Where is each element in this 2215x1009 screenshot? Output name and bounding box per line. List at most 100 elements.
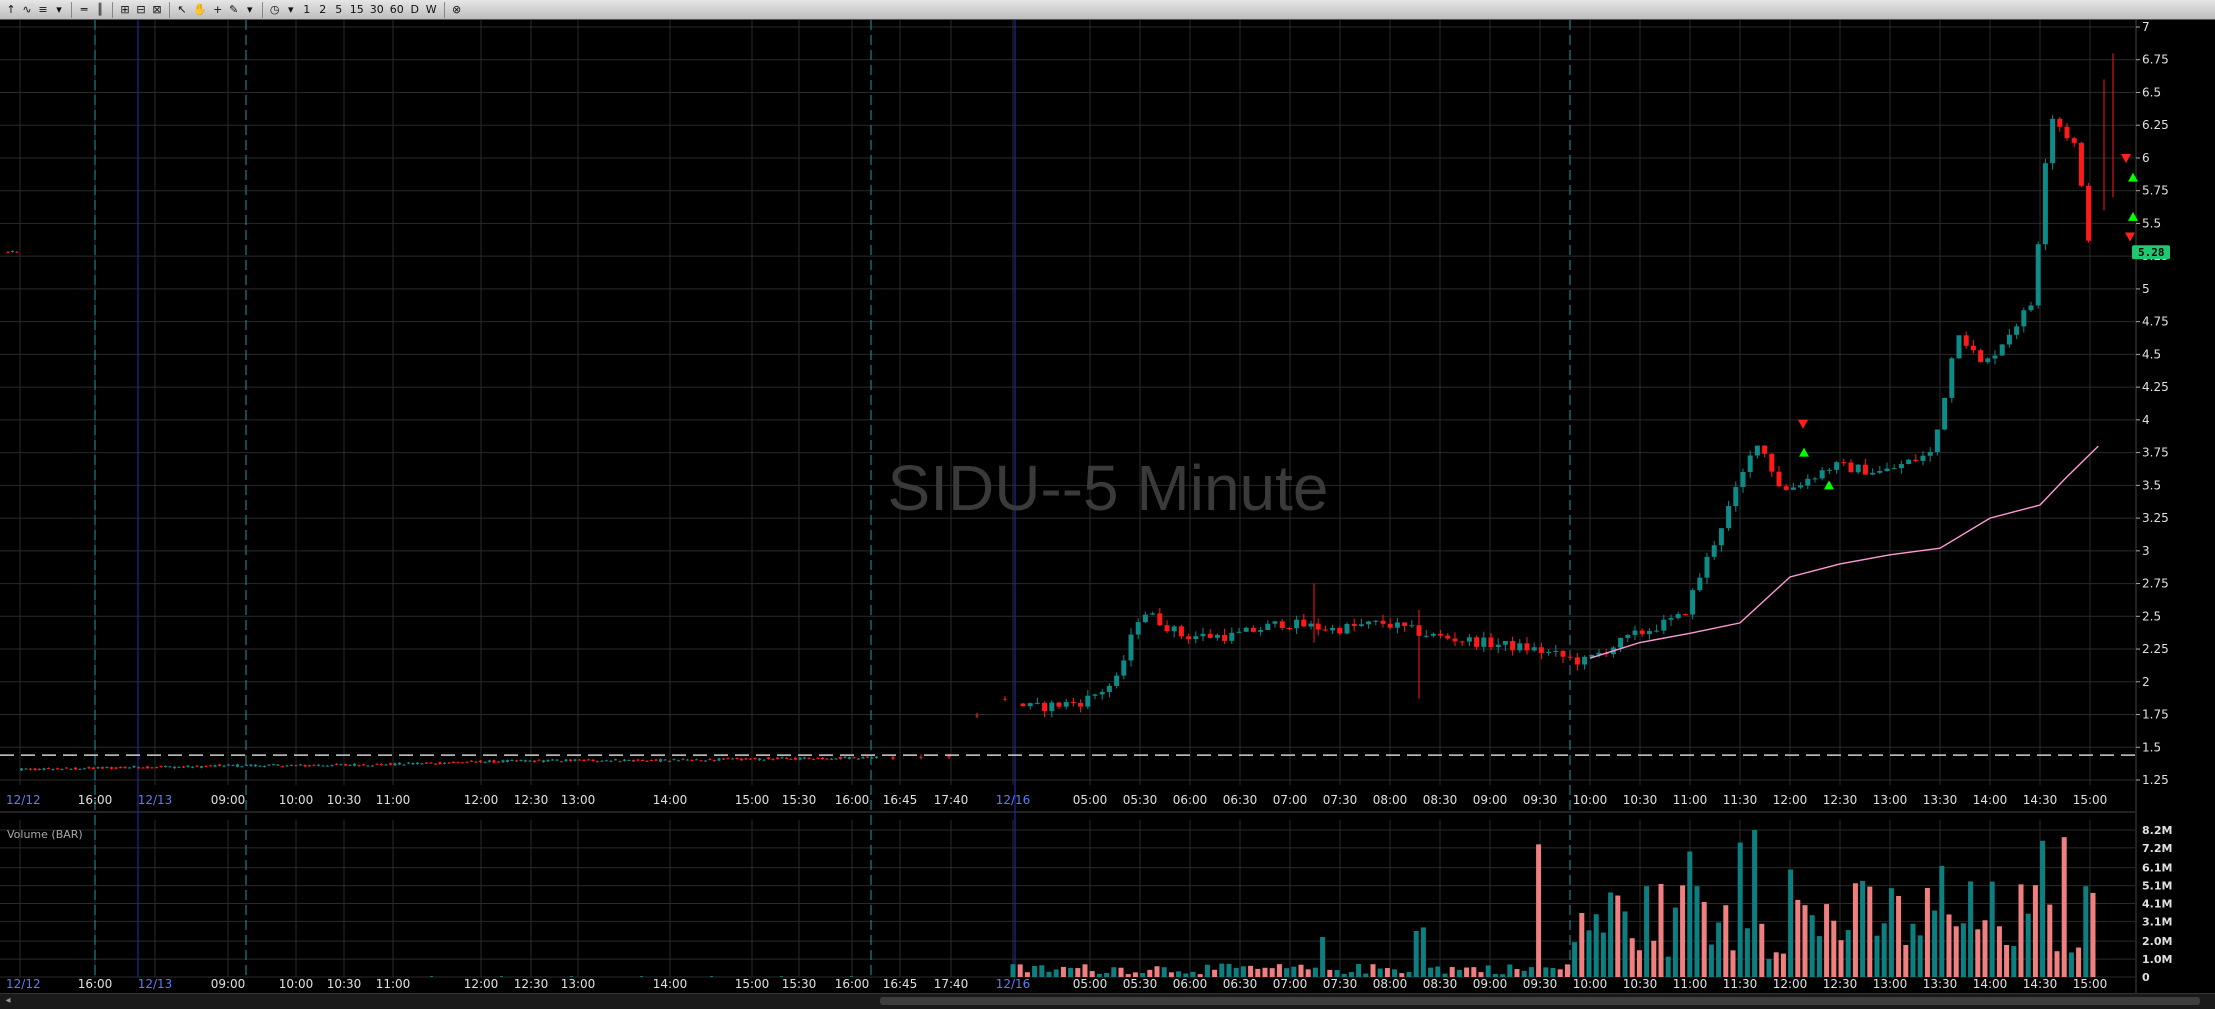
interval-week-button[interactable]: W	[425, 3, 437, 16]
volume-bar	[1118, 967, 1124, 977]
scroll-left-arrow-icon[interactable]: ◂	[5, 995, 11, 1006]
candle-body	[668, 761, 671, 763]
candle-body	[465, 761, 469, 763]
volume-bar	[1852, 883, 1858, 977]
volume-bar	[1730, 950, 1736, 977]
price-tick-label: 4	[2142, 413, 2150, 427]
candle-body	[875, 756, 878, 759]
candle-body	[110, 767, 113, 769]
volume-bar	[1334, 970, 1340, 977]
interval-30-button[interactable]: 30	[369, 3, 384, 16]
volume-bar	[1701, 902, 1707, 977]
volume-time-axis[interactable]: 12/12 16:00 12/13 09:00 10:00 10:30 11:00 12:00…	[6, 977, 2107, 991]
candle-body	[1193, 636, 1199, 640]
candle-style-icon[interactable]: ≡	[38, 3, 48, 16]
interval-15-button[interactable]: 15	[349, 3, 364, 16]
candle-body	[506, 760, 509, 762]
volume-bar	[1622, 911, 1628, 977]
candle-body	[1855, 464, 1861, 473]
chart-scrollbar[interactable]: ◂	[0, 993, 2215, 1009]
draw-tool-icon[interactable]: ✎	[229, 3, 239, 16]
split-layout-icon[interactable]: ⊟	[136, 3, 146, 16]
candle-body	[762, 759, 766, 761]
volume-tick-label: 2.0M	[2142, 935, 2172, 948]
volume-bar	[1694, 886, 1700, 977]
candle-body	[1654, 630, 1660, 632]
candle-body	[411, 763, 415, 765]
candle-body	[1157, 613, 1163, 626]
candle-body	[947, 756, 951, 758]
pointer-tool-icon[interactable]: ↖	[177, 3, 187, 16]
candle-body	[1668, 618, 1674, 620]
interval-dropdown-icon[interactable]: ▾	[287, 3, 294, 16]
grid-layout-icon[interactable]: ⊞	[120, 3, 130, 16]
candle-body	[1430, 633, 1436, 636]
time-tick-label: 10:00	[1573, 793, 1608, 807]
candle-body	[2028, 305, 2034, 311]
time-axis[interactable]: 12/12 16:00 12/13 09:00 10:00 10:30 11:00 12:00…	[6, 793, 2107, 807]
crosshair-tool-icon[interactable]: +	[213, 3, 223, 16]
candle-body	[69, 768, 73, 770]
candle-body	[1063, 702, 1069, 707]
window-layout-icon[interactable]: ⊠	[152, 3, 162, 16]
volume-bar	[1579, 912, 1585, 977]
candle-body	[321, 765, 325, 767]
volume-bar	[1341, 973, 1347, 977]
candle-body	[1805, 478, 1811, 486]
volume-bar	[1507, 964, 1513, 977]
scrollbar-thumb[interactable]	[880, 997, 2200, 1005]
candle-body	[1546, 651, 1552, 653]
volume-bar	[1680, 885, 1686, 977]
candle-body	[519, 760, 523, 762]
volume-bar	[1082, 964, 1088, 977]
candle-body	[245, 764, 248, 766]
price-axis[interactable]: 76.756.56.2565.755.55.2554.754.54.2543.7…	[2136, 20, 2169, 787]
candle-body	[1740, 471, 1746, 488]
interval-day-button[interactable]: D	[410, 3, 419, 16]
chart-area[interactable]: SIDU--5 Minute 76.756.56.2565.755.55.255…	[0, 20, 2215, 993]
vertical-lines-icon[interactable]: ║	[96, 3, 104, 16]
buy-marker-icon	[2128, 172, 2138, 182]
candle-body	[470, 760, 473, 762]
hand-tool-icon[interactable]: ✋	[193, 3, 207, 16]
volume-bar	[1874, 935, 1880, 977]
style-dropdown-icon[interactable]: ▾	[56, 3, 62, 16]
time-tick-label: 09:00	[1473, 977, 1508, 991]
candle-body	[2078, 142, 2084, 186]
horizontal-lines-icon[interactable]: ═	[80, 3, 88, 16]
draw-dropdown-icon[interactable]: ▾	[246, 3, 253, 16]
candle-body	[614, 759, 617, 761]
interval-clock-icon[interactable]: ◷	[269, 3, 280, 16]
candle-body	[663, 759, 667, 761]
candle-body	[2086, 185, 2092, 241]
line-style-icon[interactable]: ∿	[22, 3, 32, 16]
candle-body	[1920, 455, 1926, 461]
interval-5-button[interactable]: 5	[335, 3, 343, 16]
volume-bar	[1996, 926, 2002, 977]
volume-axis[interactable]: 8.2M 7.2M 6.1M 5.1M 4.1M 3.1M 2.0M 1.0M 0	[2142, 824, 2172, 984]
candle-body	[1574, 657, 1580, 665]
candle-body	[555, 759, 559, 761]
volume-bar	[2018, 884, 2024, 977]
candle-body	[92, 767, 95, 769]
candle-body	[146, 766, 149, 769]
candle-body	[1409, 625, 1415, 627]
candle-body	[1848, 462, 1854, 473]
candle-body	[1394, 622, 1400, 628]
volume-bar	[1867, 886, 1873, 977]
chart-style-icon[interactable]: ↑	[6, 3, 16, 16]
close-chart-icon[interactable]: ⊗	[451, 3, 462, 16]
volume-bar	[1514, 969, 1520, 977]
candle-body	[618, 761, 622, 763]
volume-bar	[1485, 965, 1491, 977]
volume-bar	[1075, 968, 1081, 977]
interval-60-button[interactable]: 60	[389, 3, 404, 16]
candle-body	[141, 767, 145, 769]
sell-marker-icon	[1798, 419, 1808, 429]
interval-2-button[interactable]: 2	[319, 3, 327, 16]
last-price-label: 5.28	[2138, 246, 2165, 259]
volume-bar	[2061, 837, 2067, 977]
candle-body	[1553, 650, 1559, 652]
time-tick-label: 10:00	[279, 793, 314, 807]
interval-1-button[interactable]: 1	[303, 3, 311, 16]
